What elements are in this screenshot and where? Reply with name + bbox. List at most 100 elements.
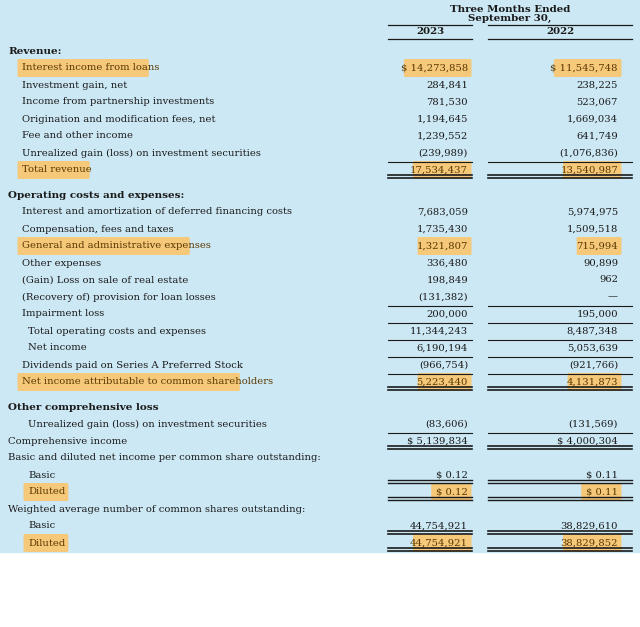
Bar	[0, 288, 640, 305]
Bar	[0, 517, 640, 534]
Text: 1,509,518: 1,509,518	[566, 224, 618, 233]
FancyBboxPatch shape	[24, 534, 68, 552]
Text: Investment gain, net: Investment gain, net	[22, 80, 127, 90]
Bar	[0, 60, 640, 76]
Bar	[0, 144, 640, 162]
Text: 38,829,610: 38,829,610	[561, 522, 618, 530]
Bar	[0, 534, 640, 552]
Text: (966,754): (966,754)	[419, 361, 468, 369]
Bar	[0, 500, 640, 517]
Bar	[0, 179, 640, 186]
Text: $ 14,273,858: $ 14,273,858	[401, 63, 468, 73]
Text: Basic: Basic	[28, 522, 55, 530]
Bar	[0, 357, 640, 374]
Bar	[0, 374, 640, 391]
FancyBboxPatch shape	[17, 161, 90, 179]
Bar	[0, 43, 640, 60]
Text: 13,540,987: 13,540,987	[560, 166, 618, 174]
FancyBboxPatch shape	[431, 483, 472, 501]
FancyBboxPatch shape	[417, 237, 472, 255]
Text: (Gain) Loss on sale of real estate: (Gain) Loss on sale of real estate	[22, 275, 188, 285]
Text: (921,766): (921,766)	[569, 361, 618, 369]
Text: 1,239,552: 1,239,552	[417, 132, 468, 140]
FancyBboxPatch shape	[17, 237, 189, 255]
Text: 5,223,440: 5,223,440	[417, 377, 468, 386]
Text: 1,321,807: 1,321,807	[417, 241, 468, 251]
Text: 1,735,430: 1,735,430	[417, 224, 468, 233]
FancyBboxPatch shape	[568, 373, 621, 391]
Text: Revenue:: Revenue:	[8, 46, 61, 56]
FancyBboxPatch shape	[554, 59, 621, 77]
Text: (1,076,836): (1,076,836)	[559, 149, 618, 157]
Text: 523,067: 523,067	[577, 98, 618, 107]
FancyBboxPatch shape	[17, 59, 149, 77]
Text: Net income: Net income	[28, 344, 87, 352]
Text: (Recovery of) provision for loan losses: (Recovery of) provision for loan losses	[22, 292, 216, 302]
Text: 11,344,243: 11,344,243	[410, 327, 468, 335]
Bar	[0, 305, 640, 322]
Text: 641,749: 641,749	[576, 132, 618, 140]
Text: (83,606): (83,606)	[425, 419, 468, 428]
Text: 238,225: 238,225	[577, 80, 618, 90]
Bar	[0, 271, 640, 288]
Text: $ 0.11: $ 0.11	[586, 470, 618, 480]
Text: $ 11,545,748: $ 11,545,748	[550, 63, 618, 73]
Text: Unrealized gain (loss) on investment securities: Unrealized gain (loss) on investment sec…	[22, 149, 261, 157]
Text: $ 0.11: $ 0.11	[586, 488, 618, 497]
Bar	[0, 416, 640, 433]
Text: 8,487,348: 8,487,348	[566, 327, 618, 335]
Text: 781,530: 781,530	[426, 98, 468, 107]
Text: 336,480: 336,480	[426, 258, 468, 268]
FancyBboxPatch shape	[577, 237, 621, 255]
FancyBboxPatch shape	[24, 483, 68, 501]
Bar	[0, 186, 640, 204]
Text: 962: 962	[599, 275, 618, 285]
Text: Three Months Ended: Three Months Ended	[450, 4, 570, 14]
Bar	[0, 0, 640, 42]
Text: 1,194,645: 1,194,645	[417, 115, 468, 124]
Bar	[0, 322, 640, 339]
Bar	[0, 391, 640, 399]
Text: Basic and diluted net income per common share outstanding:: Basic and diluted net income per common …	[8, 453, 321, 463]
Bar	[0, 255, 640, 271]
Text: $ 5,139,834: $ 5,139,834	[407, 436, 468, 446]
FancyBboxPatch shape	[413, 534, 472, 552]
Text: 2022: 2022	[546, 28, 574, 36]
Text: Total revenue: Total revenue	[22, 166, 92, 174]
Text: Compensation, fees and taxes: Compensation, fees and taxes	[22, 224, 173, 233]
Text: Diluted: Diluted	[28, 539, 65, 547]
Bar	[0, 127, 640, 144]
Text: Weighted average number of common shares outstanding:: Weighted average number of common shares…	[8, 505, 305, 514]
Text: (239,989): (239,989)	[419, 149, 468, 157]
Bar	[0, 466, 640, 483]
Text: Other comprehensive loss: Other comprehensive loss	[8, 403, 159, 411]
Bar	[0, 238, 640, 255]
Text: Net income attributable to common shareholders: Net income attributable to common shareh…	[22, 377, 273, 386]
Text: 17,534,437: 17,534,437	[410, 166, 468, 174]
FancyBboxPatch shape	[17, 373, 240, 391]
Text: Total operating costs and expenses: Total operating costs and expenses	[28, 327, 206, 335]
Text: (131,382): (131,382)	[419, 293, 468, 302]
Bar	[0, 399, 640, 416]
Text: 198,849: 198,849	[426, 275, 468, 285]
FancyBboxPatch shape	[404, 59, 472, 77]
Bar	[0, 483, 640, 500]
Text: Operating costs and expenses:: Operating costs and expenses:	[8, 191, 184, 199]
Text: Income from partnership investments: Income from partnership investments	[22, 98, 214, 107]
Text: Unrealized gain (loss) on investment securities: Unrealized gain (loss) on investment sec…	[28, 419, 267, 429]
Text: Comprehensive income: Comprehensive income	[8, 436, 127, 446]
Bar	[0, 76, 640, 93]
FancyBboxPatch shape	[417, 373, 472, 391]
Text: 7,683,059: 7,683,059	[417, 208, 468, 216]
Text: Dividends paid on Series A Preferred Stock: Dividends paid on Series A Preferred Sto…	[22, 361, 243, 369]
Text: $ 4,000,304: $ 4,000,304	[557, 436, 618, 446]
Text: September 30,: September 30,	[468, 14, 552, 23]
Text: 5,974,975: 5,974,975	[567, 208, 618, 216]
Text: Impairment loss: Impairment loss	[22, 310, 104, 319]
Text: Diluted: Diluted	[28, 488, 65, 497]
Text: $ 0.12: $ 0.12	[436, 488, 468, 497]
Text: Fee and other income: Fee and other income	[22, 132, 133, 140]
Text: 6,190,194: 6,190,194	[417, 344, 468, 352]
Text: 90,899: 90,899	[583, 258, 618, 268]
Bar	[0, 110, 640, 127]
